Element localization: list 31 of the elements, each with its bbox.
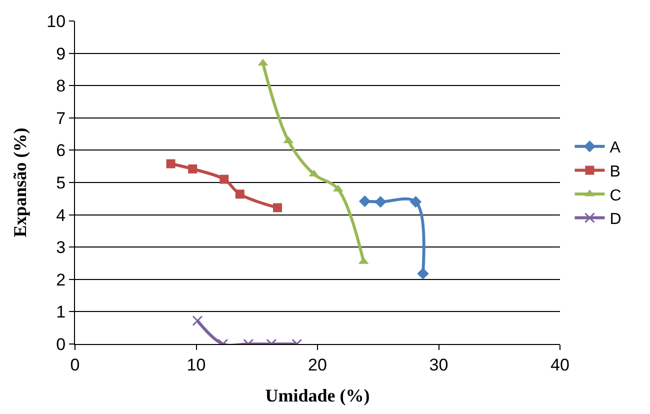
x-tick-label: 30 [429, 355, 448, 374]
x-tick-label: 10 [186, 355, 206, 374]
point [272, 203, 282, 212]
x-tick-label: 40 [550, 355, 570, 374]
y-tick-label: 6 [56, 141, 66, 160]
y-tick-label: 9 [56, 44, 66, 64]
point [188, 164, 198, 174]
y-tick-label: 4 [56, 206, 66, 225]
y-tick-label: 10 [46, 12, 66, 31]
y-axis-title: Expansão (%) [10, 128, 30, 238]
x-tick-label: 0 [70, 355, 80, 374]
y-tick-label: 0 [56, 334, 66, 354]
point [220, 174, 229, 184]
point [417, 268, 429, 280]
point [166, 159, 176, 168]
x-tick-label: 20 [308, 355, 327, 374]
legend-label: C [610, 187, 622, 204]
point [235, 190, 244, 199]
y-tick-label: 3 [56, 238, 66, 258]
y-tick-label: 1 [56, 302, 66, 322]
y-tick-label: 7 [56, 108, 66, 128]
legend-label: B [610, 163, 620, 180]
point [374, 196, 386, 208]
y-tick-label: 8 [56, 76, 66, 96]
y-tick-label: 2 [56, 270, 66, 290]
y-tick-label: 5 [56, 173, 66, 192]
legend-label: D [610, 211, 622, 228]
legend-label: A [610, 140, 621, 157]
x-axis-title: Umidade (%) [265, 386, 370, 406]
point [410, 196, 422, 208]
point [358, 195, 371, 208]
